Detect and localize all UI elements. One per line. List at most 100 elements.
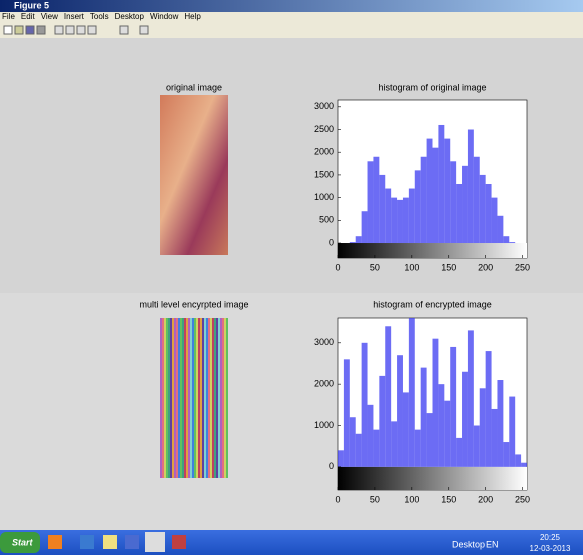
tool-icon[interactable]	[77, 26, 85, 34]
page: {"window":{"title":"Figure 5","menu":["F…	[0, 0, 583, 555]
menu-item[interactable]: Window	[150, 12, 179, 21]
taskbar-icon[interactable]	[172, 535, 186, 549]
histogram-bar	[474, 157, 480, 243]
y-tick-label: 2000	[314, 379, 334, 389]
stripe	[198, 318, 200, 478]
histogram-bar	[480, 175, 486, 243]
stripe	[200, 318, 202, 478]
stripe	[196, 318, 198, 478]
taskbar-icon[interactable]	[125, 535, 139, 549]
histogram-bar	[521, 463, 527, 467]
menu-item[interactable]: Tools	[90, 12, 109, 21]
stripe	[190, 318, 192, 478]
taskbar-icon[interactable]	[80, 535, 94, 549]
histogram-bar	[409, 318, 415, 467]
taskbar-icon[interactable]	[48, 535, 62, 549]
menu-item[interactable]: View	[41, 12, 58, 21]
tool-icon[interactable]	[88, 26, 96, 34]
stripe	[216, 318, 218, 478]
stripe	[168, 318, 170, 478]
x-tick-label: 0	[335, 494, 340, 504]
colorbar	[338, 467, 527, 490]
histogram-bar	[486, 351, 492, 467]
start-label: Start	[12, 537, 34, 547]
menu-item[interactable]: Help	[184, 12, 201, 21]
histogram-bar	[509, 397, 515, 467]
x-tick-label: 0	[335, 262, 340, 272]
stripe	[174, 318, 176, 478]
menu-item[interactable]: Desktop	[115, 12, 145, 21]
histogram-bar	[379, 175, 385, 243]
histogram-bar	[456, 438, 462, 467]
x-tick-label: 150	[441, 262, 456, 272]
stripe	[160, 318, 162, 478]
window-title: Figure 5	[14, 0, 49, 10]
histogram-bar	[356, 236, 362, 243]
histogram-bar	[456, 184, 462, 243]
histogram-bar	[385, 326, 391, 467]
y-tick-label: 1000	[314, 192, 334, 202]
histogram-bar	[362, 211, 368, 243]
tool-icon[interactable]	[55, 26, 63, 34]
histogram-bar	[397, 200, 403, 243]
clock-date: 12-03-2013	[530, 544, 571, 553]
menu-item[interactable]: File	[2, 12, 15, 21]
histogram-bar	[368, 161, 374, 243]
histogram-bar	[468, 130, 474, 244]
language: EN	[486, 539, 499, 549]
x-tick-label: 100	[404, 262, 419, 272]
stripe	[204, 318, 206, 478]
histogram-bar	[462, 372, 468, 467]
histogram-bar	[468, 330, 474, 466]
stripe	[214, 318, 216, 478]
tool-icon[interactable]	[66, 26, 74, 34]
x-tick-label: 50	[370, 262, 380, 272]
stripe	[202, 318, 204, 478]
histogram-bar	[350, 242, 356, 243]
taskbar-icon[interactable]	[145, 532, 165, 552]
histogram-bar	[415, 430, 421, 467]
histogram-bar	[509, 242, 515, 243]
histogram-bar	[409, 189, 415, 243]
y-tick-label: 2000	[314, 147, 334, 157]
x-tick-label: 50	[370, 494, 380, 504]
histogram-bar	[397, 355, 403, 467]
y-tick-label: 0	[329, 237, 334, 247]
histogram-bar	[379, 376, 385, 467]
stripe	[206, 318, 208, 478]
histogram-bar	[338, 450, 344, 467]
stripe	[224, 318, 226, 478]
x-tick-label: 250	[515, 262, 530, 272]
menu-bar	[0, 12, 583, 22]
histogram-bar	[391, 198, 397, 243]
stripe	[226, 318, 228, 478]
stripe	[188, 318, 190, 478]
histogram-bar	[515, 454, 521, 466]
histogram-bar	[438, 125, 444, 243]
stripe	[182, 318, 184, 478]
histogram-bar	[427, 139, 433, 243]
histogram-bar	[438, 384, 444, 467]
stripe	[176, 318, 178, 478]
stripe	[192, 318, 194, 478]
chart-title: histogram of original image	[378, 82, 486, 92]
menu-item[interactable]: Insert	[64, 12, 85, 21]
histogram-bar	[497, 216, 503, 243]
stripe	[220, 318, 222, 478]
taskbar-icon[interactable]	[103, 535, 117, 549]
tool-icon[interactable]	[4, 26, 12, 34]
histogram-bar	[362, 343, 368, 467]
menu-item[interactable]: Edit	[21, 12, 36, 21]
tool-icon[interactable]	[120, 26, 128, 34]
tool-icon[interactable]	[15, 26, 23, 34]
histogram-bar	[368, 405, 374, 467]
stripe	[186, 318, 188, 478]
tool-icon[interactable]	[37, 26, 45, 34]
tool-icon[interactable]	[140, 26, 148, 34]
histogram-bar	[474, 426, 480, 467]
colorbar	[338, 243, 527, 258]
tool-icon[interactable]	[26, 26, 34, 34]
screen: Figure 5 File Edit View Insert Tools Desktop W…	[0, 0, 583, 555]
histogram-bar	[373, 430, 379, 467]
y-tick-label: 500	[319, 215, 334, 225]
